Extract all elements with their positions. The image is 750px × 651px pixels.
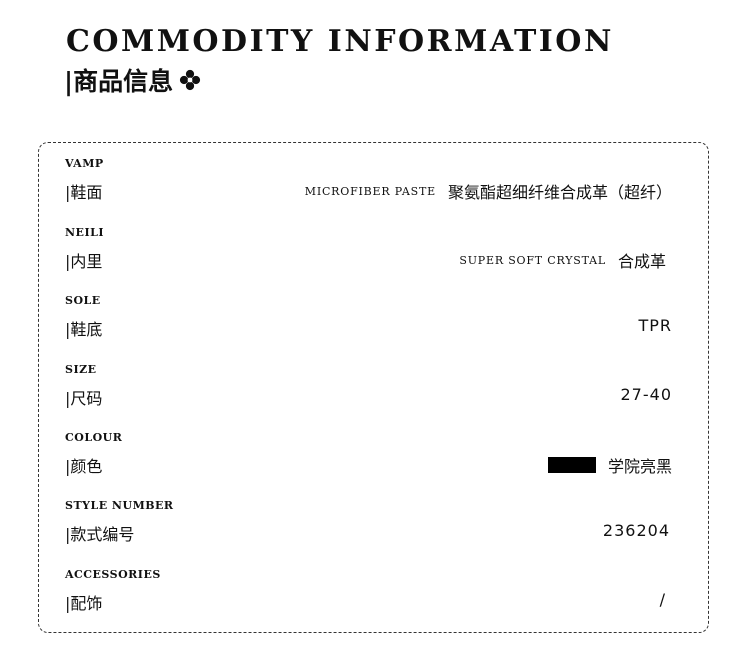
value: TPR: [638, 316, 672, 335]
value-en: MICROFIBER PASTE: [304, 184, 436, 198]
value: 合成革: [617, 252, 666, 271]
value: 236204: [602, 521, 670, 540]
label-en: VAMP: [65, 157, 104, 170]
commodity-info-card: VAMP |鞋面 MICROFIBER PASTE 聚氨酯超细纤维合成革（超纤） …: [38, 142, 709, 633]
label-cn: |鞋面: [65, 183, 103, 202]
label-en: SOLE: [65, 294, 101, 307]
label-cn: |配饰: [65, 594, 103, 613]
label-en: SIZE: [65, 363, 97, 376]
info-row-vamp: VAMP |鞋面 MICROFIBER PASTE 聚氨酯超细纤维合成革（超纤）: [65, 147, 672, 207]
label-en: STYLE NUMBER: [65, 499, 174, 512]
value-en: SUPER SOFT CRYSTAL: [459, 253, 606, 267]
info-row-colour: COLOUR |颜色 学院亮黑: [65, 421, 672, 481]
label-cn: |鞋底: [65, 320, 103, 339]
label-en: COLOUR: [65, 431, 123, 444]
info-row-style-number: STYLE NUMBER |款式编号 236204: [65, 489, 672, 549]
title-chinese-text: |商品信息: [64, 67, 174, 96]
title-english: COMMODITY INFORMATION: [66, 24, 614, 59]
value: 27-40: [620, 385, 672, 404]
info-row-lining: NEILI |内里 SUPER SOFT CRYSTAL 合成革: [65, 216, 672, 276]
label-en: ACCESSORIES: [65, 568, 161, 581]
value: /: [659, 590, 666, 609]
label-cn: |颜色: [65, 457, 103, 476]
value: 聚氨酯超细纤维合成革（超纤）: [447, 183, 672, 202]
label-en: NEILI: [65, 226, 104, 239]
info-row-size: SIZE |尺码 27-40: [65, 353, 672, 413]
info-row-accessories: ACCESSORIES |配饰 /: [65, 558, 672, 618]
label-cn: |尺码: [65, 389, 103, 408]
four-petal-flower-icon: [180, 69, 201, 91]
info-row-sole: SOLE |鞋底 TPR: [65, 284, 672, 344]
label-cn: |款式编号: [65, 525, 135, 544]
title-chinese: |商品信息: [64, 62, 201, 98]
color-swatch: [547, 457, 596, 473]
value: 学院亮黑: [607, 457, 672, 476]
label-cn: |内里: [65, 252, 103, 271]
